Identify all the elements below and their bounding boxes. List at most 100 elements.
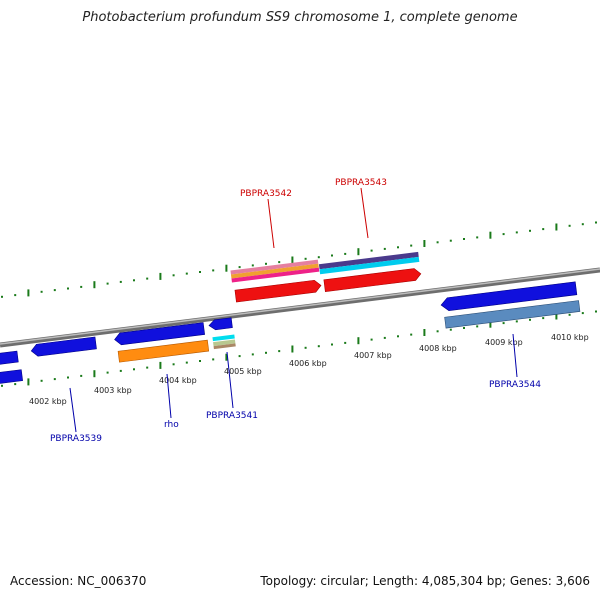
minor-tick xyxy=(133,279,135,282)
major-tick xyxy=(423,329,426,336)
upper-tick-row xyxy=(1,221,597,298)
minor-tick xyxy=(476,236,479,239)
gene-feature-bar xyxy=(319,256,420,275)
major-tick xyxy=(159,361,162,369)
gene-feature-bar xyxy=(230,263,319,279)
minor-tick xyxy=(344,252,347,255)
minor-tick xyxy=(185,361,188,364)
minor-tick xyxy=(317,256,320,259)
reverse-strand-genes xyxy=(0,281,581,385)
minor-tick xyxy=(238,266,241,269)
lower-tick-row xyxy=(1,310,597,387)
minor-tick xyxy=(212,269,215,272)
major-tick xyxy=(423,240,426,247)
minor-tick xyxy=(199,360,201,362)
accession-label: Accession: NC_006370 xyxy=(10,574,147,588)
minor-tick xyxy=(133,368,135,371)
gene-feature-bar xyxy=(117,339,210,363)
gene-label-rho[interactable]: rho xyxy=(164,420,179,430)
gene-label-PBPRA3541[interactable]: PBPRA3541 xyxy=(206,411,258,421)
gene-partial-left[interactable] xyxy=(0,350,23,385)
minor-tick xyxy=(581,223,584,226)
minor-tick xyxy=(40,379,43,382)
gene-PBPRA3544[interactable] xyxy=(440,281,581,329)
gene-PBPRA3539[interactable] xyxy=(30,336,97,357)
minor-tick xyxy=(581,312,584,315)
minor-tick xyxy=(212,358,215,361)
minor-tick xyxy=(463,238,465,240)
scale-label: 4005 kbp xyxy=(224,367,262,376)
minor-tick xyxy=(476,325,479,328)
gene-feature-bar xyxy=(212,334,235,342)
minor-tick xyxy=(331,343,333,346)
gene-label-PBPRA3539[interactable]: PBPRA3539 xyxy=(50,434,102,444)
minor-tick xyxy=(1,384,3,387)
gene-feature-bar xyxy=(444,300,581,329)
gene-feature-bar xyxy=(231,267,320,283)
map-title: Photobacterium profundum SS9 chromosome … xyxy=(82,10,518,25)
minor-tick xyxy=(67,376,69,379)
minor-tick xyxy=(383,247,386,250)
gene-label-PBPRA3542[interactable]: PBPRA3542 xyxy=(240,189,292,199)
minor-tick xyxy=(515,320,518,323)
minor-tick xyxy=(278,261,281,264)
gene-arrow xyxy=(440,281,578,311)
gene-rho[interactable] xyxy=(114,322,210,363)
gene-arrow xyxy=(208,317,233,331)
minor-tick xyxy=(14,294,17,297)
leader-line xyxy=(360,187,369,239)
gene-label-PBPRA3544[interactable]: PBPRA3544 xyxy=(489,380,541,390)
gene-label-PBPRA3543[interactable]: PBPRA3543 xyxy=(335,178,387,188)
gene-feature-bar xyxy=(230,259,319,275)
minor-tick xyxy=(410,333,413,336)
forward-strand-genes xyxy=(230,251,422,303)
gene-PBPRA3543[interactable] xyxy=(318,251,422,293)
major-tick xyxy=(291,256,294,264)
gene-arrow xyxy=(0,369,23,385)
minor-tick xyxy=(251,353,254,356)
minor-tick xyxy=(542,317,545,320)
minor-tick xyxy=(80,374,83,377)
minor-tick xyxy=(383,336,386,339)
gene-PBPRA3541[interactable] xyxy=(208,317,236,350)
genome-backbone xyxy=(0,267,600,348)
minor-tick xyxy=(502,233,505,236)
minor-tick xyxy=(304,257,307,260)
minor-tick xyxy=(1,295,3,298)
minor-tick xyxy=(331,254,333,257)
major-tick xyxy=(357,337,360,345)
minor-tick xyxy=(595,221,597,224)
gene-feature-bar xyxy=(318,251,419,270)
minor-tick xyxy=(265,351,267,354)
leader-line xyxy=(512,333,518,378)
gene-labels: PBPRA3542 PBPRA3543 PBPRA3539 rho PBPRA3… xyxy=(50,178,541,444)
minor-tick xyxy=(515,231,518,234)
minor-tick xyxy=(53,378,56,381)
minor-tick xyxy=(317,345,320,348)
minor-tick xyxy=(397,246,399,249)
minor-tick xyxy=(502,322,505,325)
minor-tick xyxy=(53,289,56,292)
genome-stats: Topology: circular; Length: 4,085,304 bp… xyxy=(260,574,590,588)
minor-tick xyxy=(568,224,571,227)
major-tick xyxy=(489,320,492,328)
minor-tick xyxy=(436,241,439,244)
minor-tick xyxy=(146,366,149,369)
scale-label: 4010 kbp xyxy=(551,333,589,342)
minor-tick xyxy=(463,327,465,329)
minor-tick xyxy=(370,338,373,341)
scale-labels: 4002 kbp 4003 kbp 4004 kbp 4005 kbp 4006… xyxy=(29,333,589,406)
major-tick xyxy=(225,264,228,272)
minor-tick xyxy=(278,350,281,353)
minor-tick xyxy=(265,262,267,265)
minor-tick xyxy=(436,330,439,333)
major-tick xyxy=(555,223,558,231)
scale-label: 4009 kbp xyxy=(485,338,523,347)
gene-feature-bar xyxy=(213,343,236,350)
minor-tick xyxy=(449,328,452,331)
gene-PBPRA3542[interactable] xyxy=(230,259,322,303)
leader-line xyxy=(226,351,234,409)
minor-tick xyxy=(595,310,597,313)
